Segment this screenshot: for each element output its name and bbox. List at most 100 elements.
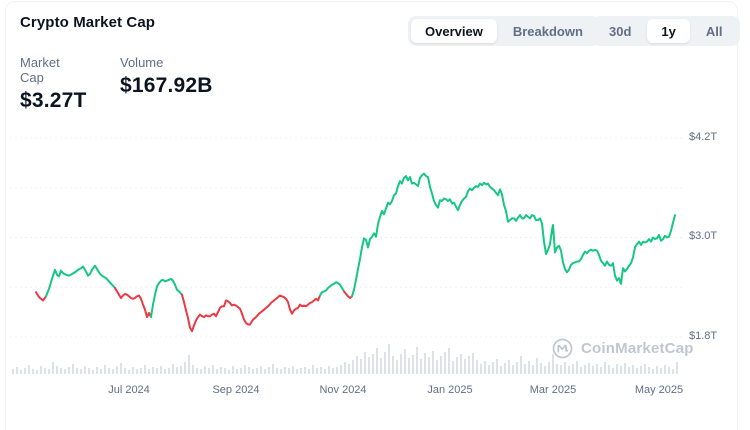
volume-bar	[340, 365, 342, 374]
volume-bar	[376, 348, 378, 374]
volume-bar	[672, 369, 674, 374]
volume-bar	[576, 361, 578, 374]
volume-bar	[48, 369, 50, 374]
volume-bar	[260, 366, 262, 374]
volume-bar	[92, 370, 94, 374]
x-axis-label: Jul 2024	[108, 384, 150, 396]
volume-bar	[532, 365, 534, 374]
volume-bar	[628, 367, 630, 374]
volume-bar	[556, 364, 558, 374]
volume-bar	[324, 369, 326, 374]
volume-bar	[272, 364, 274, 374]
volume-bar	[80, 369, 82, 374]
volume-bar	[52, 362, 54, 374]
volume-bar	[292, 366, 294, 374]
volume-bar	[20, 370, 22, 374]
volume-bar	[112, 369, 114, 374]
volume-bar	[640, 366, 642, 374]
volume-bar	[460, 354, 462, 374]
volume-bar	[248, 367, 250, 374]
volume-bar	[360, 359, 362, 374]
y-axis-label: $3.0T	[689, 230, 718, 242]
market-cap-label: Market Cap	[20, 55, 60, 85]
volume-bar	[588, 363, 590, 374]
volume-bar	[116, 366, 118, 374]
volume-bar	[40, 366, 42, 374]
price-line-down	[114, 287, 152, 319]
volume-bar	[152, 367, 154, 374]
volume-bar	[88, 368, 90, 374]
volume-bar	[216, 369, 218, 374]
volume-bar	[132, 367, 134, 374]
volume-bar	[632, 365, 634, 374]
price-line-down	[35, 291, 47, 302]
volume-bar	[300, 368, 302, 374]
volume-bar	[496, 359, 498, 374]
volume-bar	[656, 366, 658, 374]
volume-bar	[108, 368, 110, 374]
volume-bar	[436, 360, 438, 374]
range-1y-button[interactable]: 1y	[647, 19, 690, 43]
volume-bar	[468, 356, 470, 374]
volume-bar	[652, 369, 654, 374]
volume-bar	[72, 364, 74, 374]
volume-bar	[504, 363, 506, 374]
volume-bar	[356, 356, 358, 374]
volume-bar	[56, 366, 58, 374]
volume-bar	[600, 367, 602, 374]
volume-bar	[464, 359, 466, 374]
volume-bar	[380, 358, 382, 374]
volume-bar	[644, 364, 646, 374]
volume-bar	[584, 365, 586, 374]
volume-bar	[648, 367, 650, 374]
volume-bar	[332, 368, 334, 374]
volume-bar	[580, 367, 582, 374]
volume-bar	[104, 365, 106, 374]
volume-bar	[168, 368, 170, 374]
volume-bar	[288, 368, 290, 374]
volume-bar	[192, 365, 194, 374]
volume-bar	[664, 365, 666, 374]
volume-bar	[188, 355, 190, 374]
volume-bar	[228, 370, 230, 374]
volume-bar	[608, 365, 610, 374]
volume-bar	[612, 368, 614, 374]
volume-bar	[660, 368, 662, 374]
volume-bar	[136, 369, 138, 374]
tab-overview[interactable]: Overview	[411, 19, 497, 43]
volume-bar	[236, 369, 238, 374]
volume-bar	[572, 364, 574, 374]
tab-breakdown[interactable]: Breakdown	[499, 19, 597, 43]
volume-bar	[172, 364, 174, 374]
volume-bar	[176, 367, 178, 374]
volume-bar	[328, 366, 330, 374]
volume-bar	[544, 366, 546, 374]
volume-bar	[564, 362, 566, 374]
volume-bar	[180, 366, 182, 374]
volume-bar	[508, 360, 510, 374]
volume-bar	[244, 365, 246, 374]
volume-bar	[636, 368, 638, 374]
volume-bar	[540, 363, 542, 374]
price-line-up	[319, 281, 345, 297]
volume-bar	[240, 368, 242, 374]
volume-bar	[400, 354, 402, 374]
volume-bar	[408, 358, 410, 374]
volume-bar	[676, 362, 678, 374]
volume-bar	[452, 361, 454, 374]
y-axis-label: $4.2T	[689, 131, 718, 143]
price-line-up	[150, 277, 183, 319]
volume-label: Volume	[120, 55, 164, 70]
volume-bar	[444, 352, 446, 374]
range-toggle: 30d 1y All	[592, 16, 740, 46]
volume-bar	[284, 367, 286, 374]
x-axis-label: May 2025	[634, 384, 684, 396]
range-30d-button[interactable]: 30d	[595, 19, 645, 43]
volume-bar	[280, 369, 282, 374]
volume-bar	[592, 366, 594, 374]
volume-bar	[100, 369, 102, 374]
range-all-button[interactable]: All	[692, 19, 737, 43]
volume-bar	[140, 368, 142, 374]
